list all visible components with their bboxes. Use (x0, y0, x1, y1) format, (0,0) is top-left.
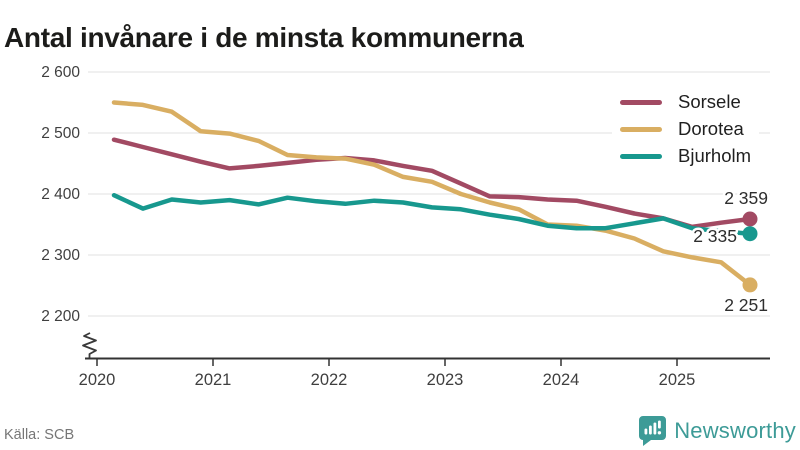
x-axis-label: 2020 (79, 371, 116, 389)
page-title: Antal invånare i de minsta kommunerna (4, 21, 524, 53)
x-axis-label: 2021 (195, 371, 232, 389)
legend-item-bjurholm: Bjurholm (620, 143, 751, 170)
end-label-bjurholm: 2 335 (693, 226, 737, 246)
axis-break-icon (82, 332, 97, 358)
x-axis-label: 2024 (543, 371, 580, 389)
chart-bars-icon (639, 416, 667, 446)
end-label-dorotea: 2 251 (724, 295, 768, 315)
end-dot-bjurholm (742, 226, 758, 242)
x-axis-label: 2022 (311, 371, 348, 389)
newsworthy-logo[interactable]: Newsworthy (639, 416, 796, 446)
legend-swatch-sorsele (620, 100, 662, 105)
legend-swatch-dorotea (620, 127, 662, 132)
line-sorsele (111, 137, 753, 230)
end-label-sorsele: 2 359 (724, 188, 768, 208)
legend-label: Sorsele (678, 91, 741, 113)
legend-item-sorsele: Sorsele (620, 89, 751, 116)
y-axis-label: 2 300 (41, 247, 80, 264)
y-axis-label: 2 400 (41, 186, 80, 203)
x-axis-ticks (96, 359, 678, 366)
y-axis-labels: 2 600 2 500 2 400 2 300 2 200 (41, 64, 80, 325)
y-axis-label: 2 600 (41, 64, 80, 81)
end-dot-sorsele (742, 211, 758, 227)
source-note: Källa: SCB (4, 427, 75, 443)
x-axis-labels: 2020 2021 2022 2023 2024 2025 (79, 371, 696, 389)
bars-glyph (644, 420, 662, 435)
series-lines (111, 100, 758, 293)
x-axis-label: 2023 (427, 371, 464, 389)
legend-label: Bjurholm (678, 145, 751, 167)
end-dot-dorotea (742, 277, 758, 293)
line-bjurholm (111, 192, 753, 236)
line-dorotea (111, 100, 753, 288)
end-labels: 2 359 2 335 2 251 (691, 186, 771, 318)
y-axis-label: 2 500 (41, 125, 80, 142)
x-axis (85, 357, 770, 366)
legend-label: Dorotea (678, 118, 744, 140)
speech-bubble (639, 416, 667, 446)
legend-swatch-bjurholm (620, 154, 662, 159)
legend-item-dorotea: Dorotea (620, 116, 751, 143)
legend: Sorsele Dorotea Bjurholm (612, 84, 759, 175)
brand-wordmark: Newsworthy (674, 418, 796, 443)
y-axis-label: 2 200 (41, 308, 80, 325)
x-axis-label: 2025 (659, 371, 696, 389)
